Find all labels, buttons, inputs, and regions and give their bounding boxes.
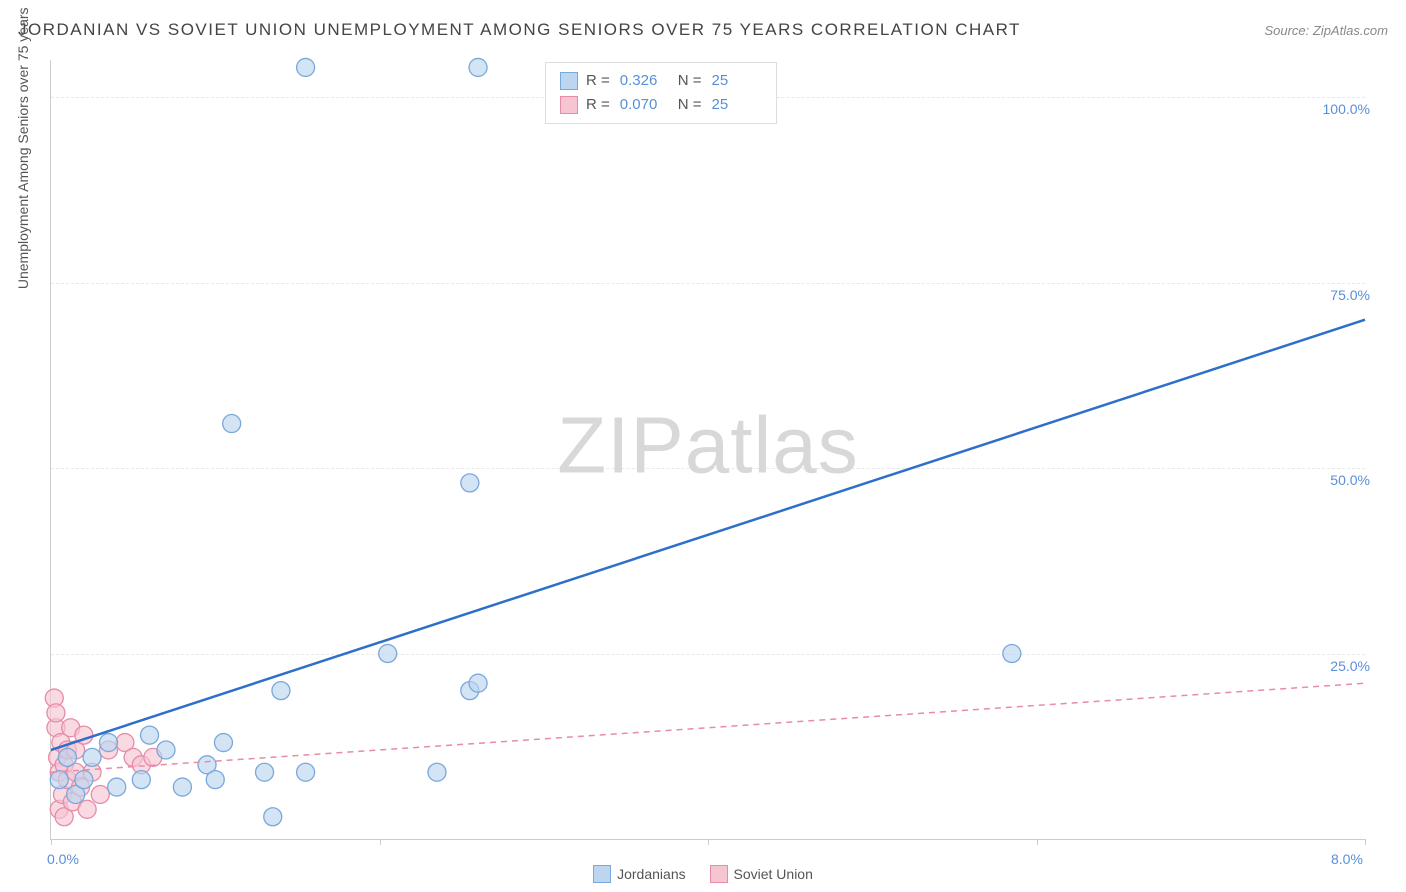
r-label: R = [586, 69, 610, 93]
n-label: N = [678, 69, 702, 93]
legend-stats: R = 0.326 N = 25 R = 0.070 N = 25 [545, 62, 777, 124]
r-value-soviet: 0.070 [620, 93, 670, 117]
legend-item-soviet: Soviet Union [710, 865, 813, 883]
legend-series: Jordanians Soviet Union [0, 865, 1406, 886]
swatch-jordanians-icon [593, 865, 611, 883]
n-value-soviet: 25 [712, 93, 762, 117]
legend-label-jordanians: Jordanians [617, 866, 686, 882]
chart-title: JORDANIAN VS SOVIET UNION UNEMPLOYMENT A… [18, 20, 1021, 40]
legend-label-soviet: Soviet Union [734, 866, 813, 882]
source-citation: Source: ZipAtlas.com [1264, 23, 1388, 38]
legend-row-jordanians: R = 0.326 N = 25 [560, 69, 762, 93]
chart-svg [51, 60, 1365, 839]
swatch-soviet-icon [710, 865, 728, 883]
r-value-jordanians: 0.326 [620, 69, 670, 93]
swatch-jordanians [560, 72, 578, 90]
scatter-plot: ZIPatlas 25.0%50.0%75.0%100.0%0.0%8.0% [50, 60, 1365, 840]
swatch-soviet [560, 96, 578, 114]
y-axis-title: Unemployment Among Seniors over 75 years [15, 7, 31, 289]
n-label: N = [678, 93, 702, 117]
source-label: Source: [1264, 23, 1312, 38]
legend-item-jordanians: Jordanians [593, 865, 686, 883]
source-value: ZipAtlas.com [1313, 23, 1388, 38]
r-label: R = [586, 93, 610, 117]
n-value-jordanians: 25 [712, 69, 762, 93]
legend-row-soviet: R = 0.070 N = 25 [560, 93, 762, 117]
